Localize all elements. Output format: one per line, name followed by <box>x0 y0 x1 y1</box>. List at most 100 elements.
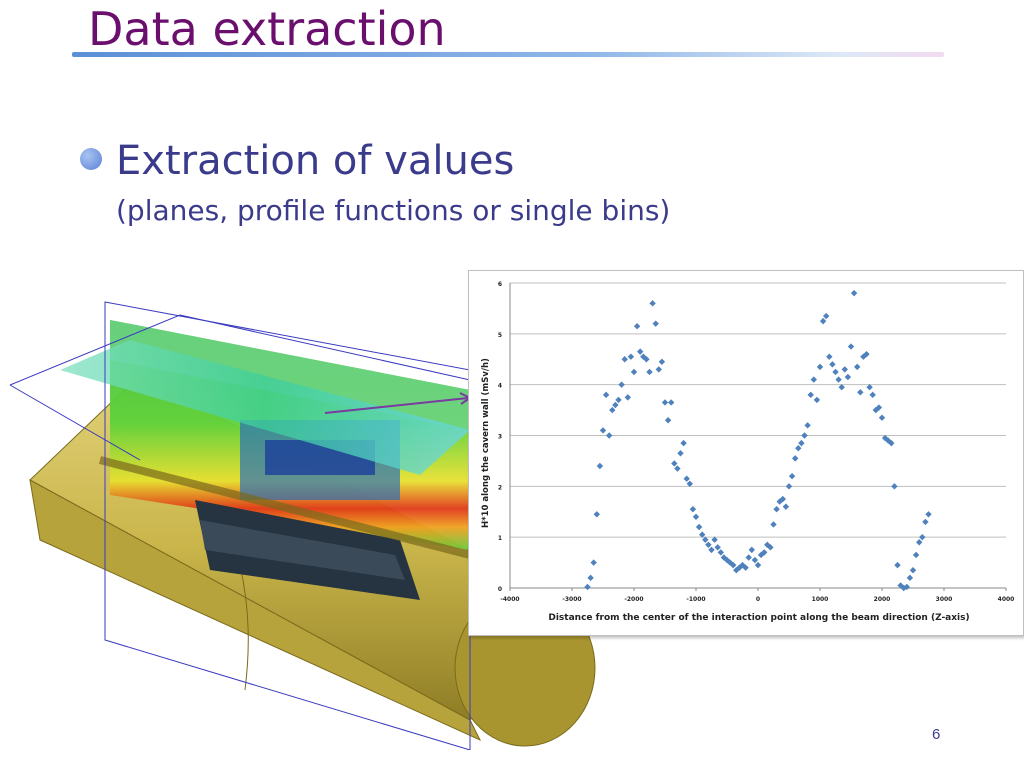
data-point <box>596 462 604 470</box>
data-point <box>705 541 712 548</box>
bullet-sub-text: (planes, profile functions or single bin… <box>116 194 671 227</box>
data-point <box>798 439 805 447</box>
data-point <box>664 417 672 424</box>
data-point <box>714 544 721 551</box>
data-point <box>773 506 780 513</box>
data-point <box>599 427 607 434</box>
bullet-main-text: Extraction of values <box>116 138 515 184</box>
data-point <box>695 523 703 531</box>
data-point <box>795 445 802 452</box>
data-point <box>692 513 700 521</box>
data-point <box>584 583 591 591</box>
data-point <box>866 384 873 391</box>
data-point <box>699 531 706 538</box>
data-point <box>751 556 759 564</box>
data-point <box>860 353 867 360</box>
x-tick-label: 2000 <box>874 596 891 603</box>
data-point <box>689 506 697 513</box>
data-point <box>677 450 684 457</box>
data-point <box>823 312 830 320</box>
y-tick-label: 5 <box>498 332 502 339</box>
y-tick-label: 4 <box>498 383 502 390</box>
data-point <box>813 396 821 404</box>
data-point <box>900 584 907 592</box>
data-point <box>869 391 876 399</box>
data-point <box>637 348 644 355</box>
data-point <box>909 567 917 574</box>
data-point <box>612 401 619 409</box>
data-point <box>590 559 597 566</box>
data-point <box>782 503 790 510</box>
chart-panel: 0 1 2 3 4 5 6 -4000 -3000 -2000 -1000 0 1000 2000 3000… <box>468 270 1024 636</box>
data-point <box>807 391 814 399</box>
x-tick-label: 0 <box>756 596 760 603</box>
data-point <box>804 422 811 429</box>
data-point <box>615 396 622 404</box>
data-point <box>658 358 666 365</box>
x-tick-label: 3000 <box>936 596 953 603</box>
data-point <box>652 320 659 327</box>
data-point <box>906 574 914 582</box>
y-tick-label: 3 <box>498 434 502 441</box>
data-point <box>788 472 796 480</box>
data-point <box>674 465 681 472</box>
data-point <box>646 368 653 376</box>
bullet-dot-icon <box>80 148 102 170</box>
x-tick-label: -3000 <box>562 596 581 603</box>
x-tick-label: -1000 <box>686 596 705 603</box>
data-point <box>841 366 848 373</box>
data-point <box>587 574 594 582</box>
data-point <box>801 432 808 439</box>
data-point <box>683 475 690 482</box>
title-underline <box>72 52 944 57</box>
data-point <box>810 376 817 383</box>
data-point <box>816 363 824 371</box>
data-point <box>606 432 613 439</box>
data-point <box>754 561 762 569</box>
data-point <box>593 511 600 518</box>
data-point <box>916 539 923 546</box>
data-point <box>748 546 755 554</box>
data-point <box>602 391 610 399</box>
data-point <box>624 394 631 401</box>
data-point <box>835 376 842 383</box>
data-point <box>621 356 628 363</box>
data-point <box>609 406 616 414</box>
data-point <box>785 483 793 490</box>
data-point <box>618 381 625 388</box>
y-tick-label: 1 <box>498 535 502 542</box>
data-point <box>912 551 920 559</box>
x-tick-label: 1000 <box>812 596 829 603</box>
data-point <box>730 561 737 569</box>
data-point <box>857 389 864 396</box>
data-point <box>878 414 886 421</box>
data-point <box>844 373 852 381</box>
data-point <box>826 353 833 360</box>
x-tick-label: -2000 <box>624 596 643 603</box>
x-tick-label: -4000 <box>500 596 519 603</box>
data-point <box>680 439 687 447</box>
data-point <box>717 549 724 556</box>
data-point <box>723 556 731 564</box>
data-point <box>708 546 715 554</box>
data-point <box>770 521 777 528</box>
data-point <box>633 323 641 330</box>
y-axis-label: H*10 along the cavern wall (mSv/h) <box>481 358 491 528</box>
data-point <box>850 289 858 297</box>
y-tick-label: 2 <box>498 484 502 491</box>
x-axis-label: Distance from the center of the interact… <box>548 613 969 623</box>
data-point <box>649 300 656 307</box>
data-point <box>925 511 932 518</box>
data-point <box>829 361 836 368</box>
data-point <box>661 399 669 406</box>
data-point <box>847 343 855 350</box>
data-point <box>854 363 861 371</box>
data-point <box>881 434 889 442</box>
data-point <box>888 439 895 447</box>
y-tick-label: 6 <box>498 281 502 288</box>
data-point <box>875 404 883 411</box>
data-point <box>891 483 898 490</box>
data-point <box>745 554 752 561</box>
data-point <box>792 455 799 462</box>
data-point <box>832 368 839 376</box>
